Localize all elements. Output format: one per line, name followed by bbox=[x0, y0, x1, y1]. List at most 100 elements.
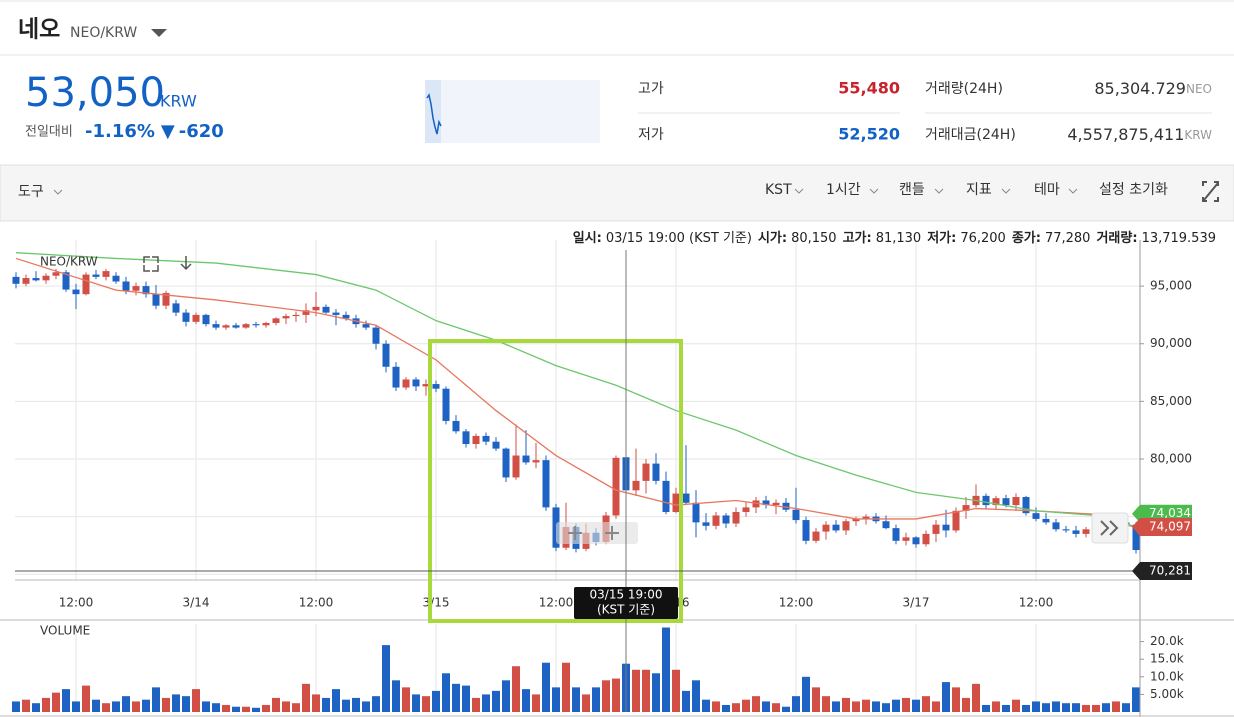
candle-body bbox=[762, 500, 770, 506]
volume-bar bbox=[392, 680, 400, 712]
volume-bar bbox=[572, 687, 580, 712]
candle-body bbox=[302, 310, 310, 315]
zoom-control[interactable] bbox=[556, 522, 638, 544]
candle-body bbox=[482, 435, 490, 442]
info-label: 저가: bbox=[927, 231, 956, 246]
fullscreen-button[interactable] bbox=[1202, 181, 1219, 202]
candle-body bbox=[292, 314, 300, 317]
volume-bar bbox=[92, 699, 100, 712]
toolbar-item[interactable]: KST bbox=[765, 182, 792, 198]
candle-body bbox=[532, 460, 540, 463]
volume-bar bbox=[1002, 704, 1010, 712]
candle-body bbox=[342, 314, 350, 319]
volume-bar bbox=[532, 694, 540, 712]
candle-body bbox=[1032, 513, 1040, 519]
volume-bar bbox=[482, 694, 490, 712]
candle-body bbox=[332, 312, 340, 315]
candle-body bbox=[792, 509, 800, 521]
volume-bar bbox=[22, 699, 30, 712]
toolbar-item[interactable]: 지표 bbox=[966, 182, 992, 198]
coin-pair: NEO/KRW bbox=[70, 25, 137, 41]
volume-bar bbox=[362, 701, 370, 712]
candle-body bbox=[462, 431, 470, 444]
volume-bar bbox=[272, 697, 280, 712]
volume-legend: VOLUME bbox=[40, 624, 90, 638]
volume-bar bbox=[872, 701, 880, 712]
candle-body bbox=[452, 420, 460, 432]
candle-body bbox=[522, 455, 530, 463]
candle-body bbox=[832, 524, 840, 531]
ohlc-info: 일시: 03/15 19:00 (KST 기준) 시가: 80,150 고가: 81,13… bbox=[573, 231, 1216, 246]
toolbar-item[interactable]: 테마 bbox=[1034, 182, 1060, 198]
candle-body bbox=[1132, 524, 1140, 551]
volume-bar bbox=[122, 696, 130, 712]
volume-bar bbox=[472, 697, 480, 712]
candle-body bbox=[662, 480, 670, 512]
volume-bar bbox=[252, 707, 260, 712]
volume-bar bbox=[652, 673, 660, 712]
candle-body bbox=[172, 303, 180, 313]
volume-bar bbox=[162, 697, 170, 712]
candle-body bbox=[92, 274, 100, 277]
candle-body bbox=[922, 533, 930, 545]
volume-bar bbox=[72, 701, 80, 712]
volume-bar bbox=[902, 697, 910, 712]
candle-body bbox=[702, 522, 710, 526]
maximize-icon[interactable] bbox=[143, 256, 159, 272]
toolbar bbox=[0, 164, 1234, 222]
candle-body bbox=[202, 314, 210, 325]
scroll-end-button[interactable] bbox=[1091, 512, 1129, 544]
y-tick-label: 80,000 bbox=[1150, 451, 1192, 465]
candle-body bbox=[812, 531, 820, 541]
volume-bar bbox=[512, 666, 520, 712]
toolbar-item[interactable]: 도구 bbox=[18, 184, 44, 200]
info-label: 시가: bbox=[758, 231, 787, 246]
volume-bar bbox=[132, 701, 140, 712]
pair-dropdown[interactable] bbox=[151, 29, 167, 37]
volume-bar bbox=[692, 680, 700, 712]
stat-label: 저가 bbox=[638, 127, 664, 143]
stat-value: 4,557,875,411KRW bbox=[1067, 125, 1212, 144]
volume-bar bbox=[1012, 699, 1020, 712]
candle-body bbox=[782, 502, 790, 510]
volume-bar bbox=[642, 669, 650, 712]
volume-bar bbox=[152, 687, 160, 712]
zoom-icons bbox=[568, 526, 619, 540]
candle-body bbox=[282, 316, 290, 319]
volume-bar bbox=[182, 696, 190, 712]
candle-body bbox=[612, 457, 620, 516]
candle-body bbox=[372, 327, 380, 344]
toolbar-item[interactable]: 설정 초기화 bbox=[1099, 182, 1168, 198]
toolbar-item[interactable]: 1시간 bbox=[826, 182, 861, 198]
candle-body bbox=[1072, 530, 1080, 534]
volume-bar bbox=[962, 697, 970, 712]
candle-body bbox=[642, 463, 650, 481]
candle-body bbox=[1022, 497, 1030, 514]
info-value: 03/15 19:00 (KST 기준) bbox=[606, 231, 752, 246]
download-icon[interactable] bbox=[180, 256, 192, 271]
chevron bbox=[1068, 188, 1078, 194]
volume-bar bbox=[812, 687, 820, 712]
volume-bar bbox=[952, 687, 960, 712]
price-tag-label: 74,034 bbox=[1149, 506, 1191, 520]
candle-body bbox=[262, 322, 270, 326]
candle-body bbox=[362, 324, 370, 328]
info-value: 76,200 bbox=[960, 231, 1006, 246]
candle-body bbox=[952, 510, 960, 531]
candle-body bbox=[402, 379, 410, 388]
volume-bar bbox=[202, 701, 210, 712]
x-tick-label: 12:00 bbox=[539, 596, 574, 610]
candle-body bbox=[772, 502, 780, 506]
volume-bar bbox=[712, 701, 720, 712]
candle-body bbox=[422, 384, 430, 387]
candle-body bbox=[1002, 498, 1010, 506]
volume-bar bbox=[1082, 704, 1090, 712]
toolbar-item[interactable]: 캔들 bbox=[899, 182, 925, 198]
price-tag bbox=[1132, 561, 1192, 580]
volume-bar bbox=[802, 676, 810, 712]
volume-bar bbox=[82, 685, 90, 712]
volume-bar bbox=[332, 689, 340, 712]
stat-unit: KRW bbox=[1184, 128, 1212, 142]
volume-bar bbox=[322, 697, 330, 712]
price-tag bbox=[1132, 518, 1192, 537]
